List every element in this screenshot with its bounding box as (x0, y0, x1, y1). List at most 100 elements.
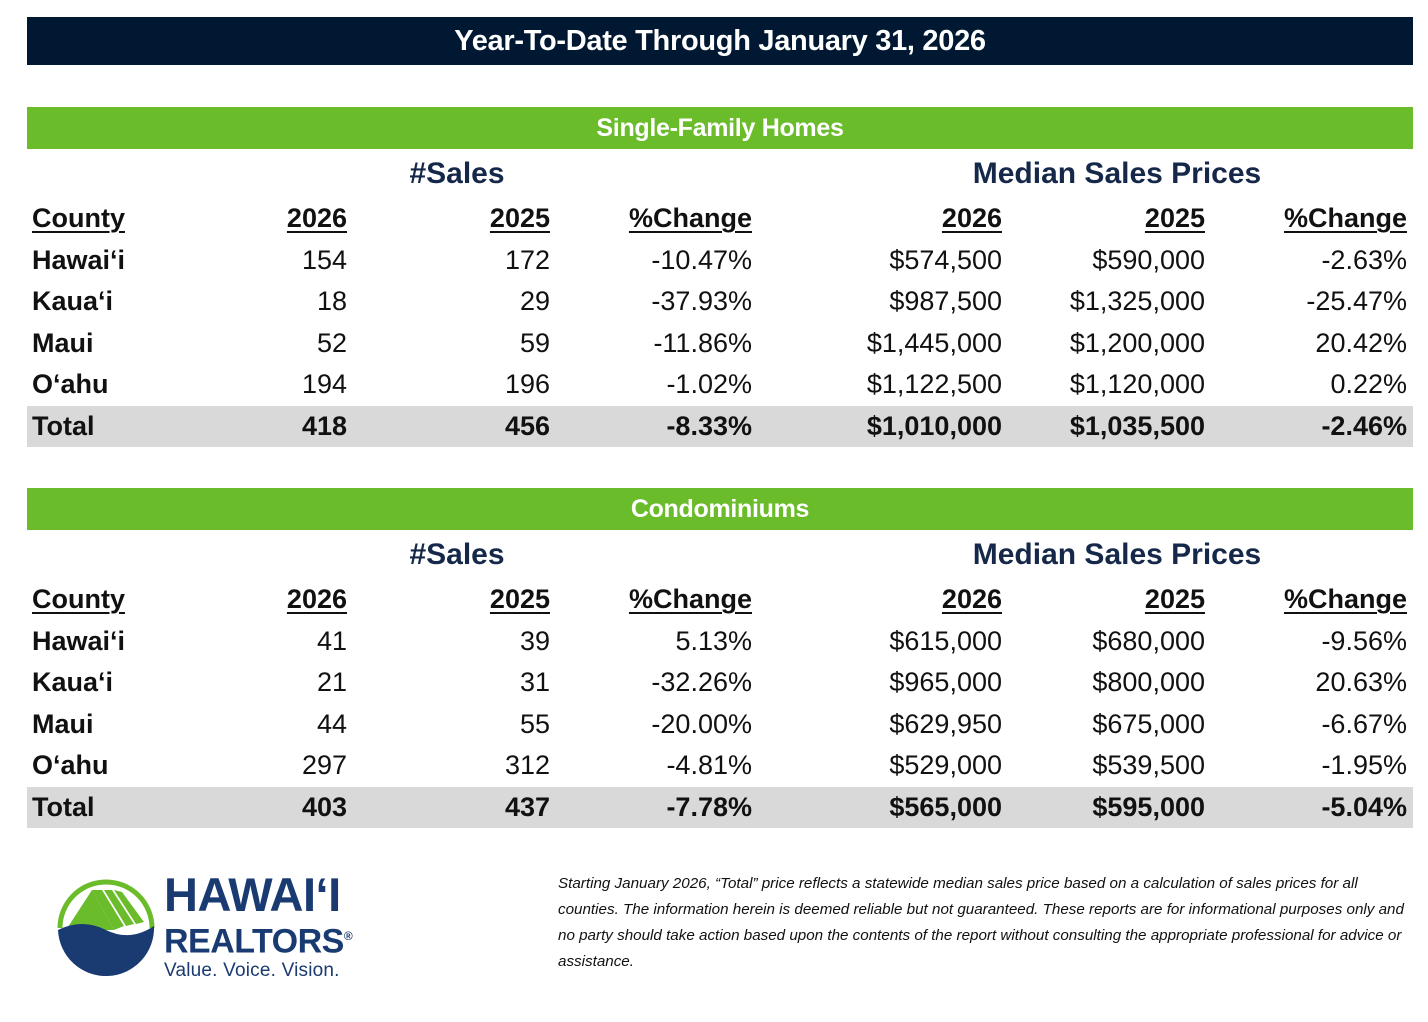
column-header-county: County (32, 203, 125, 233)
price-change: 20.63% (1315, 667, 1407, 697)
price-2026: $529,000 (889, 750, 1002, 780)
group-header-median-prices: Median Sales Prices (972, 538, 1262, 571)
price-2025: $1,200,000 (1069, 328, 1205, 358)
sales-2025: 29 (519, 286, 550, 316)
group-header-sales: #Sales (409, 538, 505, 571)
logo-line2: REALTORS® (164, 918, 353, 961)
sales-2026: 21 (316, 667, 347, 697)
logo-line1: HAWAI‘I (164, 868, 341, 921)
table-row: O‘ahu 297 312 -4.81% $529,000 $539,500 -… (27, 745, 1413, 786)
group-header-sales: #Sales (409, 157, 505, 190)
sales-2026: 154 (301, 245, 347, 275)
price-2026: $615,000 (889, 626, 1002, 656)
county-name: Hawai‘i (32, 626, 126, 656)
total-sales-change: -8.33% (666, 411, 752, 441)
section-heading-single-family: Single-Family Homes (27, 107, 1413, 149)
price-2026: $629,950 (889, 709, 1002, 739)
group-header-median-prices: Median Sales Prices (972, 157, 1262, 190)
price-change: 20.42% (1315, 328, 1407, 358)
total-price-2025: $1,035,500 (1069, 411, 1205, 441)
column-header-price-2025: 2025 (1144, 203, 1205, 233)
table-row: O‘ahu 194 196 -1.02% $1,122,500 $1,120,0… (27, 364, 1413, 405)
price-2026: $1,122,500 (866, 369, 1002, 399)
total-sales-2026: 403 (301, 792, 347, 822)
price-2026: $1,445,000 (866, 328, 1002, 358)
county-name: Kaua‘i (32, 286, 114, 316)
report-title: Year-To-Date Through January 31, 2026 (27, 17, 1413, 65)
sales-2025: 196 (504, 369, 550, 399)
price-2026: $574,500 (889, 245, 1002, 275)
county-name: O‘ahu (32, 750, 109, 780)
column-header-price-change: %Change (1283, 584, 1407, 614)
sales-2025: 172 (504, 245, 550, 275)
price-2025: $1,325,000 (1069, 286, 1205, 316)
price-change: 0.22% (1330, 369, 1407, 399)
sales-2026: 44 (316, 709, 347, 739)
column-header-sales-2026: 2026 (286, 584, 347, 614)
total-price-2026: $565,000 (889, 792, 1002, 822)
sales-2025: 59 (519, 328, 550, 358)
column-header-price-2026: 2026 (941, 203, 1002, 233)
price-change: -6.67% (1321, 709, 1407, 739)
total-row: Total 418 456 -8.33% $1,010,000 $1,035,5… (27, 406, 1413, 447)
column-header-row: County 2026 2025 %Change 2026 2025 %Chan… (27, 579, 1413, 620)
sales-2025: 39 (519, 626, 550, 656)
price-2025: $680,000 (1092, 626, 1205, 656)
sales-2025: 31 (519, 667, 550, 697)
price-2025: $675,000 (1092, 709, 1205, 739)
total-price-2026: $1,010,000 (866, 411, 1002, 441)
sales-2025: 312 (504, 750, 550, 780)
column-header-county: County (32, 584, 125, 614)
total-sales-2026: 418 (301, 411, 347, 441)
table-row: Hawai‘i 41 39 5.13% $615,000 $680,000 -9… (27, 621, 1413, 662)
price-2026: $987,500 (889, 286, 1002, 316)
total-price-change: -2.46% (1321, 411, 1407, 441)
sales-change: -32.26% (651, 667, 752, 697)
county-name: Maui (32, 328, 94, 358)
sales-change: 5.13% (675, 626, 752, 656)
column-header-sales-2026: 2026 (286, 203, 347, 233)
total-sales-2025: 456 (504, 411, 550, 441)
sales-change: -20.00% (651, 709, 752, 739)
price-2025: $1,120,000 (1069, 369, 1205, 399)
column-header-price-2026: 2026 (941, 584, 1002, 614)
county-name: Kaua‘i (32, 667, 114, 697)
county-name: O‘ahu (32, 369, 109, 399)
column-header-sales-2025: 2025 (489, 584, 550, 614)
table-row: Maui 52 59 -11.86% $1,445,000 $1,200,000… (27, 323, 1413, 364)
total-label: Total (32, 792, 95, 822)
column-header-price-change: %Change (1283, 203, 1407, 233)
sales-change: -4.81% (666, 750, 752, 780)
logo-line2-text: REALTORS (164, 922, 344, 961)
column-header-row: County 2026 2025 %Change 2026 2025 %Chan… (27, 198, 1413, 239)
sales-2026: 297 (301, 750, 347, 780)
total-sales-2025: 437 (504, 792, 550, 822)
single-family-table: #Sales Median Sales Prices County 2026 2… (27, 152, 1413, 447)
price-2025: $590,000 (1092, 245, 1205, 275)
mountain-wave-emblem-icon (57, 879, 155, 976)
sales-2026: 18 (316, 286, 347, 316)
county-name: Hawai‘i (32, 245, 126, 275)
total-label: Total (32, 411, 95, 441)
column-header-sales-change: %Change (628, 203, 752, 233)
column-header-sales-2025: 2025 (489, 203, 550, 233)
disclaimer-text: Starting January 2026, “Total” price ref… (558, 875, 1404, 970)
price-change: -2.63% (1321, 245, 1407, 275)
table-row: Kaua‘i 21 31 -32.26% $965,000 $800,000 2… (27, 662, 1413, 703)
table-row: Hawai‘i 154 172 -10.47% $574,500 $590,00… (27, 240, 1413, 281)
price-change: -1.95% (1321, 750, 1407, 780)
sales-2026: 41 (316, 626, 347, 656)
column-header-sales-change: %Change (628, 584, 752, 614)
price-2025: $539,500 (1092, 750, 1205, 780)
sales-change: -1.02% (666, 369, 752, 399)
table-row: Maui 44 55 -20.00% $629,950 $675,000 -6.… (27, 704, 1413, 745)
total-row: Total 403 437 -7.78% $565,000 $595,000 -… (27, 787, 1413, 828)
condominiums-table: #Sales Median Sales Prices County 2026 2… (27, 533, 1413, 828)
county-name: Maui (32, 709, 94, 739)
section-heading-condominiums: Condominiums (27, 488, 1413, 530)
sales-2026: 194 (301, 369, 347, 399)
sales-2025: 55 (519, 709, 550, 739)
column-header-price-2025: 2025 (1144, 584, 1205, 614)
sales-change: -10.47% (651, 245, 752, 275)
sales-change: -11.86% (653, 328, 752, 358)
